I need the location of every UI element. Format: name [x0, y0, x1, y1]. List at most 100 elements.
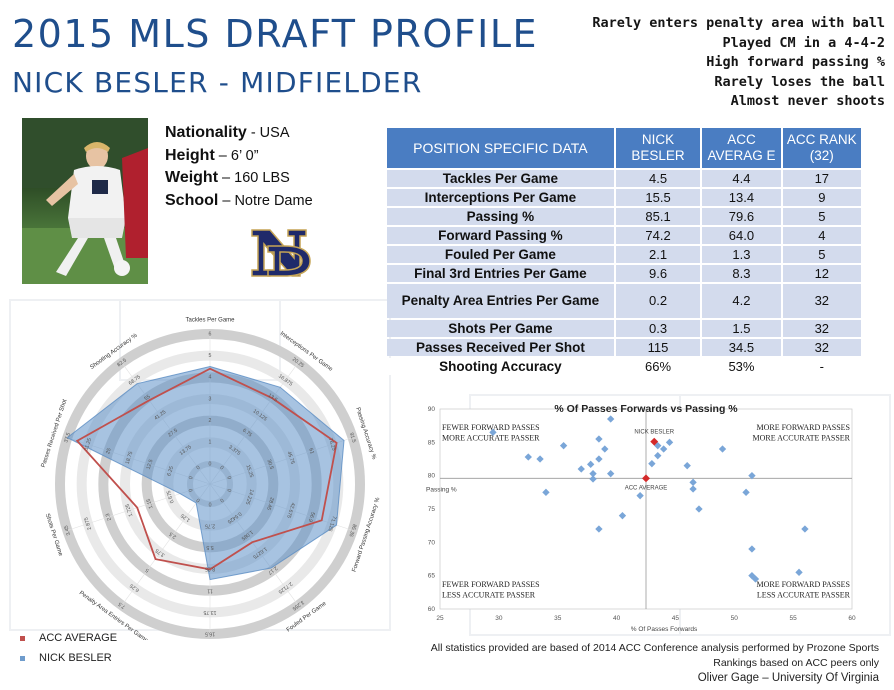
radar-tick-label: 5.5	[206, 544, 213, 550]
header-position-data: POSITION SPECIFIC DATA	[387, 128, 614, 168]
radar-tick-label: 6.25	[166, 465, 175, 477]
radar-tick-label: 3	[209, 396, 212, 402]
acc-rank-value: 5	[782, 208, 861, 225]
radar-tick-label: 0	[208, 501, 211, 507]
quadrant-label-bottom-left: FEWER FORWARD PASSES	[442, 580, 540, 589]
scouting-note: Almost never shoots	[730, 93, 885, 109]
row-category: Fouled Per Game	[387, 246, 614, 263]
scouting-note: Rarely loses the ball	[714, 73, 885, 90]
radar-tick-label: 0	[219, 497, 225, 504]
radar-tick-label: 0	[195, 497, 201, 504]
row-category: Tackles Per Game	[387, 170, 614, 187]
radar-tick-label: 8.25	[205, 566, 215, 572]
player-point	[650, 437, 659, 446]
radar-tick-label: 13.75	[203, 609, 216, 615]
player-value: 74.2	[615, 227, 701, 244]
table-row: Tackles Per Game 4.5 4.4 17	[387, 170, 861, 187]
legend-item-player: NICK BESLER	[20, 648, 117, 668]
y-tick-label: 60	[428, 606, 436, 613]
acc-rank-value: 12	[782, 265, 861, 282]
nationality-line: Nationality - USA	[165, 122, 313, 145]
radar-tick-label: 27.5	[167, 428, 179, 439]
radar-tick-label: 15.25	[244, 464, 254, 478]
table-row: Passing % 85.1 79.6 5	[387, 208, 861, 225]
acc-average-value: 79.6	[702, 208, 781, 225]
height-line: Height – 6’ 0”	[165, 145, 313, 168]
table-row: Fouled Per Game 2.1 1.3 5	[387, 246, 861, 263]
position-data-table: POSITION SPECIFIC DATA NICK BESLER ACC A…	[385, 126, 863, 377]
footer-credits: All statistics provided are based of 201…	[431, 641, 879, 686]
table-row: Penalty Area Entries Per Game 0.2 4.2 32	[387, 284, 861, 318]
radar-tick-label: 6	[209, 331, 212, 337]
acc-rank-value: 32	[782, 339, 861, 356]
radar-tick-label: 76.25	[327, 437, 337, 451]
header-player: NICK BESLER	[615, 128, 701, 168]
acc-average-value: 1.5	[702, 320, 781, 337]
radar-tick-label: 13.5	[267, 393, 279, 404]
radar-tick-label: 14.225	[244, 488, 255, 505]
acc-rank-value: 32	[782, 320, 861, 337]
row-category: Passing %	[387, 208, 614, 225]
radar-legend: ACC AVERAGE NICK BESLER	[20, 628, 117, 668]
table-row: Interceptions Per Game 15.5 13.4 9	[387, 189, 861, 206]
page-title: 2015 MLS DRAFT PROFILE	[12, 12, 539, 56]
weight-line: Weight – 160 LBS	[165, 167, 313, 190]
scouting-note: High forward passing %	[706, 54, 885, 70]
acc-average-value: 8.3	[702, 265, 781, 282]
y-tick-label: 85	[428, 439, 436, 446]
x-tick-label: 60	[848, 615, 856, 622]
radar-tick-label: 37.5	[63, 432, 72, 444]
table-row: Passes Received Per Shot 115 34.5 32	[387, 339, 861, 356]
legend-item-acc: ACC AVERAGE	[20, 628, 117, 648]
acc-rank-value: 17	[782, 170, 861, 187]
radar-tick-label: 6.75	[241, 428, 253, 439]
radar-tick-label: 0	[188, 488, 195, 493]
school-label: School	[165, 191, 219, 209]
school-value: – Notre Dame	[218, 192, 313, 209]
radar-tick-label: 0	[209, 461, 212, 467]
radar-tick-label: 71.125	[326, 515, 337, 532]
notre-dame-logo	[251, 229, 311, 277]
player-series-area	[66, 365, 345, 581]
row-category: Shots Per Game	[387, 320, 614, 337]
radar-tick-label: 12.5	[146, 459, 155, 471]
table-row: Shooting Accuracy 66% 53% -	[387, 358, 861, 375]
nationality-label: Nationality	[165, 124, 247, 141]
radar-tick-label: 2.17	[267, 565, 279, 576]
x-tick-label: 45	[672, 615, 680, 622]
acc-average-value: 64.0	[702, 227, 781, 244]
radar-tick-label: 0	[225, 476, 232, 481]
radar-tick-label: 0	[219, 465, 225, 472]
player-value: 4.5	[615, 170, 701, 187]
player-value: 15.5	[615, 189, 701, 206]
radar-tick-label: 0	[196, 465, 202, 472]
radar-tick-label: 28.45	[265, 496, 275, 510]
acc-average-value: 53%	[702, 358, 781, 375]
row-category: Penalty Area Entries Per Game	[387, 284, 614, 318]
x-tick-label: 50	[731, 615, 739, 622]
height-value: – 6’ 0”	[214, 147, 259, 164]
school-line: School – Notre Dame	[165, 190, 313, 213]
header-acc-rank: ACC RANK (32)	[782, 128, 861, 168]
x-axis-label: % Of Passes Forwards	[631, 626, 698, 633]
scouting-note: Rarely enters penalty area with ball	[592, 15, 885, 31]
radar-tick-label: 2.5	[168, 530, 177, 539]
y-tick-label: 90	[428, 406, 436, 413]
player-bio: Nationality - USA Height – 6’ 0” Weight …	[165, 122, 313, 212]
player-value: 9.6	[615, 265, 701, 282]
player-subtitle: NICK BESLER - MIDFIELDER	[12, 66, 423, 99]
radar-tick-label: 2.875	[83, 516, 93, 530]
radar-tick-label: 3.45	[63, 524, 72, 536]
row-category: Passes Received Per Shot	[387, 339, 614, 356]
weight-value: – 160 LBS	[218, 170, 290, 186]
player-value: 115	[615, 339, 701, 356]
radar-tick-label: 0.575	[166, 490, 176, 504]
radar-tick-label: 11	[207, 587, 212, 593]
radar-tick-label: 85.35	[347, 523, 357, 537]
radar-tick-label: 2	[209, 418, 212, 424]
radar-tick-label: 61	[307, 447, 315, 454]
y-tick-label: 80	[428, 473, 436, 480]
acc-rank-value: 32	[782, 284, 861, 318]
row-category: Shooting Accuracy	[387, 358, 614, 375]
